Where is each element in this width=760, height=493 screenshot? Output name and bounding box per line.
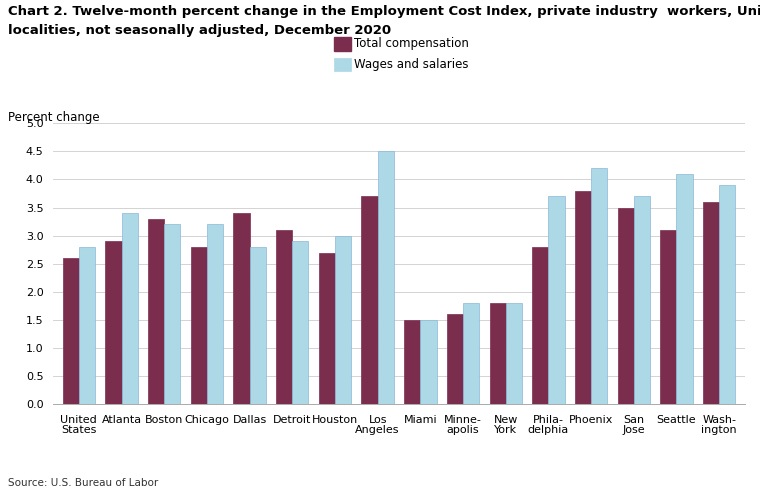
Bar — [703, 202, 719, 404]
Bar — [106, 241, 122, 404]
Bar — [549, 196, 565, 404]
Text: Total compensation: Total compensation — [354, 37, 469, 50]
Bar — [447, 315, 463, 404]
Bar — [122, 213, 138, 404]
Bar — [634, 196, 650, 404]
Text: Source: U.S. Bureau of Labor: Source: U.S. Bureau of Labor — [8, 478, 158, 488]
Bar — [532, 247, 549, 404]
Bar — [676, 174, 692, 404]
Bar — [191, 247, 207, 404]
Bar — [164, 224, 180, 404]
Bar — [335, 236, 351, 404]
Bar — [79, 247, 95, 404]
Bar — [249, 247, 266, 404]
Bar — [591, 168, 607, 404]
Bar — [362, 196, 378, 404]
Bar — [489, 303, 505, 404]
Bar — [276, 230, 293, 404]
Bar — [62, 258, 79, 404]
Bar — [293, 241, 309, 404]
Text: Percent change: Percent change — [8, 111, 100, 124]
Bar — [575, 191, 591, 404]
Bar — [318, 252, 335, 404]
Bar — [404, 320, 420, 404]
Bar — [207, 224, 223, 404]
Text: Wages and salaries: Wages and salaries — [354, 58, 469, 71]
Bar — [660, 230, 676, 404]
Bar — [463, 303, 480, 404]
Bar — [719, 185, 736, 404]
Text: localities, not seasonally adjusted, December 2020: localities, not seasonally adjusted, Dec… — [8, 24, 391, 36]
Bar — [420, 320, 436, 404]
Text: Chart 2. Twelve-month percent change in the Employment Cost Index, private indus: Chart 2. Twelve-month percent change in … — [8, 5, 760, 18]
Bar — [233, 213, 249, 404]
Bar — [378, 151, 394, 404]
Bar — [505, 303, 522, 404]
Bar — [148, 219, 164, 404]
Bar — [618, 208, 634, 404]
